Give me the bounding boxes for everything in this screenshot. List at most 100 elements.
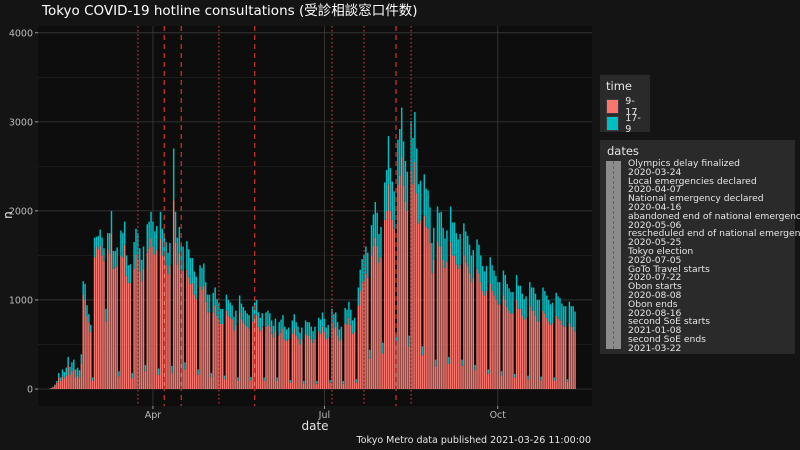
- bar-17-9: [466, 235, 469, 267]
- bar-17-9: [157, 368, 160, 375]
- bar-17-9: [169, 242, 171, 266]
- bar-9-17: [212, 312, 214, 389]
- x-tick-label: Apr: [145, 410, 162, 421]
- bar-9-17: [244, 324, 247, 389]
- bar-17-9: [474, 364, 476, 371]
- bar-17-9: [201, 267, 203, 290]
- bar-9-17: [199, 286, 201, 389]
- bar-9-17: [436, 242, 439, 389]
- x-axis: Apr Jul Oct: [145, 406, 506, 421]
- bar-17-9: [259, 317, 262, 332]
- bar-9-17: [125, 275, 128, 389]
- bar-17-9: [122, 233, 124, 258]
- bar-9-17: [238, 312, 241, 389]
- bar-17-9: [56, 380, 58, 383]
- bar-17-9: [312, 331, 314, 343]
- bar-17-9: [54, 384, 56, 386]
- bar-9-17: [263, 380, 265, 389]
- bar-9-17: [485, 291, 488, 389]
- bar-17-9: [461, 359, 463, 366]
- bar-9-17: [180, 269, 182, 389]
- bar-9-17: [538, 321, 540, 389]
- bar-9-17: [188, 276, 190, 389]
- bar-17-9: [487, 369, 490, 374]
- dates-legend-key-line: [613, 161, 614, 349]
- bar-9-17: [259, 331, 262, 389]
- dates-legend-entry: second SoE ends: [628, 333, 706, 345]
- bar-17-9: [463, 223, 465, 256]
- bar-9-17: [378, 262, 380, 389]
- bar-17-9: [367, 252, 369, 278]
- bar-17-9: [350, 309, 352, 325]
- bar-17-9: [123, 221, 126, 245]
- bar-9-17: [206, 312, 209, 389]
- bar-17-9: [348, 301, 350, 318]
- bar-17-9: [374, 202, 377, 238]
- bar-17-9: [334, 312, 337, 327]
- bar-9-17: [302, 383, 305, 389]
- bar-17-9: [506, 283, 508, 308]
- bar-17-9: [319, 319, 322, 334]
- bar-9-17: [67, 365, 69, 389]
- bar-17-9: [408, 335, 410, 347]
- bar-17-9: [78, 370, 81, 379]
- bar-17-9: [365, 246, 367, 274]
- bar-17-9: [525, 296, 527, 318]
- bar-17-9: [118, 371, 120, 377]
- bar-9-17: [174, 242, 177, 389]
- bar-9-17: [417, 223, 420, 389]
- bar-17-9: [172, 148, 175, 201]
- bar-9-17: [506, 307, 508, 389]
- bar-9-17: [78, 378, 81, 389]
- bar-17-9: [238, 295, 241, 313]
- bar-17-9: [244, 310, 247, 325]
- bar-9-17: [197, 374, 199, 389]
- bar-17-9: [116, 247, 118, 267]
- bar-17-9: [395, 333, 397, 345]
- bar-9-17: [220, 323, 222, 389]
- time-legend-label: 9-17: [625, 95, 638, 118]
- dates-legend-entry: 2020-07-05: [628, 254, 682, 266]
- bar-17-9: [549, 304, 552, 325]
- bar-9-17: [285, 340, 288, 389]
- bar-17-9: [255, 299, 258, 316]
- dates-legend-title: dates: [607, 144, 639, 158]
- bar-9-17: [301, 339, 303, 389]
- bar-17-9: [314, 326, 316, 340]
- dates-legend-labels: Olympics delay finalized 2020-03-24 Local …: [628, 159, 800, 354]
- bar-9-17: [295, 335, 297, 389]
- bar-17-9: [476, 239, 478, 269]
- bar-17-9: [416, 148, 418, 194]
- bar-17-9: [508, 288, 510, 311]
- bar-9-17: [214, 305, 216, 389]
- bar-9-17: [351, 333, 354, 389]
- bar-17-9: [538, 299, 540, 322]
- bar-17-9: [73, 359, 75, 370]
- bar-17-9: [223, 375, 226, 380]
- bar-9-17: [442, 259, 444, 389]
- bar-17-9: [203, 263, 205, 286]
- bar-17-9: [195, 276, 198, 300]
- bar-17-9: [189, 258, 192, 284]
- bar-17-9: [336, 322, 339, 336]
- bar-9-17: [402, 185, 405, 389]
- bar-17-9: [220, 308, 222, 324]
- bar-9-17: [191, 283, 194, 389]
- bar-17-9: [139, 248, 141, 272]
- bar-17-9: [357, 287, 360, 306]
- bar-17-9: [572, 306, 574, 327]
- bar-17-9: [167, 252, 169, 275]
- bar-17-9: [483, 271, 486, 296]
- bar-17-9: [127, 265, 130, 284]
- bar-9-17: [395, 344, 397, 389]
- bar-17-9: [112, 250, 115, 269]
- bar-9-17: [555, 315, 557, 389]
- bar-17-9: [114, 250, 116, 268]
- bar-17-9: [206, 294, 209, 313]
- bar-17-9: [225, 294, 228, 311]
- bar-17-9: [176, 237, 179, 265]
- bar-17-9: [261, 313, 263, 327]
- bar-9-17: [549, 324, 552, 389]
- dates-legend-entry: National emergency declared: [628, 193, 764, 205]
